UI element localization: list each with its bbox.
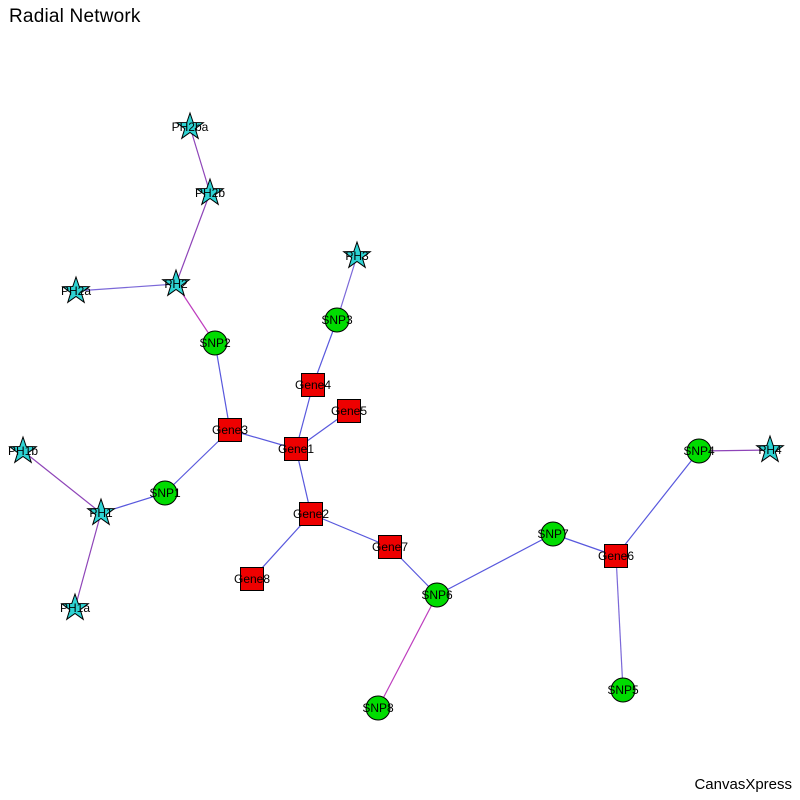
edge-PH1b-PH1 xyxy=(22,450,102,514)
node-PH2[interactable] xyxy=(161,268,191,297)
node-SNP2[interactable] xyxy=(202,330,228,356)
node-Gene6[interactable] xyxy=(604,544,628,568)
canvasxpress-watermark: CanvasXpress xyxy=(694,776,792,793)
node-PH1b[interactable] xyxy=(8,435,38,464)
edge-SNP2-Gene3 xyxy=(214,342,231,431)
node-Gene2[interactable] xyxy=(299,502,323,526)
node-SNP7[interactable] xyxy=(540,521,566,547)
edge-PH2ba-PH2b xyxy=(189,126,211,194)
edge-Gene6-SNP5 xyxy=(615,555,624,691)
node-Gene4[interactable] xyxy=(301,373,325,397)
edge-SNP6-SNP8 xyxy=(377,594,438,709)
edge-SNP6-SNP7 xyxy=(436,533,554,596)
node-PH4[interactable] xyxy=(755,434,785,463)
node-SNP5[interactable] xyxy=(610,677,636,703)
node-PH2a[interactable] xyxy=(61,275,91,304)
node-SNP6[interactable] xyxy=(424,582,450,608)
node-SNP1[interactable] xyxy=(152,480,178,506)
node-SNP4[interactable] xyxy=(686,438,712,464)
edge-Gene6-SNP4 xyxy=(615,450,700,557)
edge-PH2b-PH2 xyxy=(175,192,211,285)
node-Gene5[interactable] xyxy=(337,399,361,423)
node-Gene7[interactable] xyxy=(378,535,402,559)
node-SNP3[interactable] xyxy=(324,307,350,333)
node-Gene8[interactable] xyxy=(240,567,264,591)
node-PH1[interactable] xyxy=(86,497,116,526)
node-Gene3[interactable] xyxy=(218,418,242,442)
node-PH2b[interactable] xyxy=(195,177,225,206)
node-PH1a[interactable] xyxy=(60,592,90,621)
node-SNP8[interactable] xyxy=(365,695,391,721)
edge-PH1a-PH1 xyxy=(74,512,102,609)
node-PH2ba[interactable] xyxy=(175,111,205,140)
node-Gene1[interactable] xyxy=(284,437,308,461)
page-title: Radial Network xyxy=(9,6,141,27)
edge-Gene2-Gene7 xyxy=(310,513,391,548)
node-PH3[interactable] xyxy=(342,240,372,269)
edge-PH2a-PH2 xyxy=(75,283,177,292)
